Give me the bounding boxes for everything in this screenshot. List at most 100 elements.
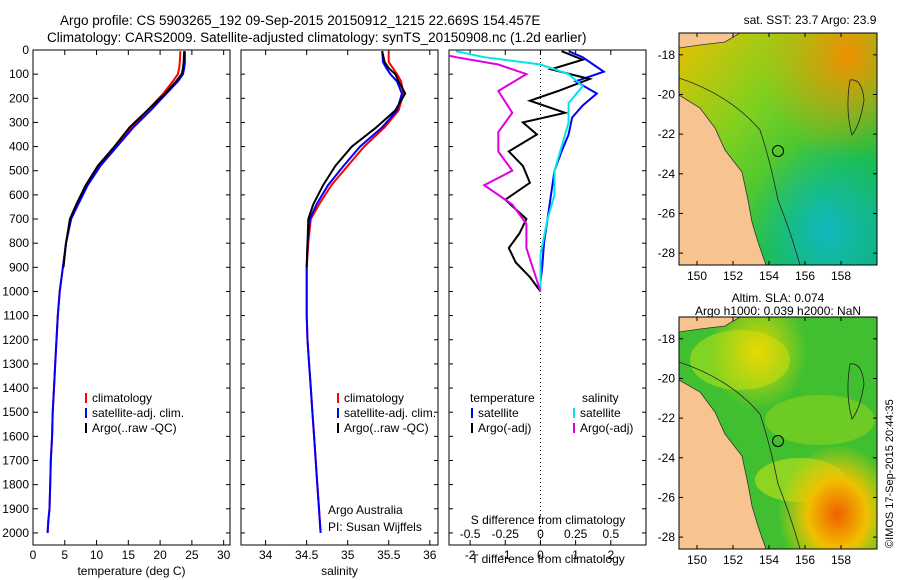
y-tick-label: 100 bbox=[9, 67, 29, 81]
x-tick-label: 2 bbox=[607, 548, 614, 562]
sla-land bbox=[679, 379, 767, 549]
map-y-tick-label: -20 bbox=[658, 87, 676, 101]
y-tick-label: 200 bbox=[9, 91, 29, 105]
x-tick-label: 1 bbox=[572, 548, 579, 562]
y-tick-label: 1000 bbox=[2, 284, 29, 298]
x-tick-label: 30 bbox=[217, 548, 231, 562]
series-group bbox=[449, 50, 607, 293]
x-tick-label: 15 bbox=[122, 548, 136, 562]
y-tick-label: 300 bbox=[9, 115, 29, 129]
sst-map-frame bbox=[678, 32, 878, 266]
x-tick-label: 0 bbox=[537, 548, 544, 562]
x-tick-label: -1 bbox=[500, 548, 511, 562]
sla-map-title-2: Argo h1000: 0.039 h2000: NaN bbox=[695, 304, 861, 318]
x-tick-label: 25 bbox=[185, 548, 199, 562]
x-tick-label: 0 bbox=[30, 548, 37, 562]
sla-map-title-1: Altim. SLA: 0.074 bbox=[732, 291, 825, 305]
sst-land bbox=[679, 94, 767, 265]
diff-top-tick-label: 0 bbox=[537, 527, 544, 541]
series-line-argo-adj- bbox=[503, 50, 594, 293]
y-tick-label: 900 bbox=[9, 260, 29, 274]
y-tick-label: 800 bbox=[9, 236, 29, 250]
x-tick-label: 35.5 bbox=[377, 548, 401, 562]
legend-label: Argo(..raw -QC) bbox=[344, 421, 429, 435]
sla-bathymetry-contour bbox=[679, 361, 801, 549]
diff-legend-temp-title: temperature bbox=[470, 391, 535, 405]
salinity-plot-frame bbox=[240, 49, 439, 546]
diff-top-tick-label: 0.25 bbox=[564, 527, 588, 541]
y-tick-label: 400 bbox=[9, 140, 29, 154]
temperature-plot-frame bbox=[32, 49, 231, 546]
map-y-tick-label: -28 bbox=[658, 246, 676, 260]
map-y-tick-label: -24 bbox=[658, 167, 676, 181]
map-y-tick-label: -24 bbox=[658, 451, 676, 465]
legend-label: satellite-adj. clim. bbox=[344, 406, 436, 420]
map-x-tick-label: 154 bbox=[759, 269, 779, 283]
sst-map bbox=[679, 33, 877, 265]
y-tick-label: 600 bbox=[9, 188, 29, 202]
map-x-tick-label: 152 bbox=[723, 269, 743, 283]
series-group bbox=[46, 51, 186, 533]
sst-argo-marker bbox=[772, 145, 784, 157]
sst-land-north bbox=[679, 33, 741, 49]
legend-label: satellite-adj. clim. bbox=[92, 406, 184, 420]
temperature-plot: 0 5 10 15 20 25 300100200300400500600700800900… bbox=[2, 43, 230, 578]
credit-line-2: PI: Susan Wijffels bbox=[328, 520, 422, 534]
legend-label: satellite bbox=[478, 406, 519, 420]
sla-map bbox=[679, 317, 877, 549]
x-tick-label: 10 bbox=[90, 548, 104, 562]
y-tick-label: 700 bbox=[9, 212, 29, 226]
y-tick-label: 1700 bbox=[2, 453, 29, 467]
map-y-tick-label: -18 bbox=[658, 332, 676, 346]
map-x-tick-label: 154 bbox=[759, 553, 779, 567]
x-tick-label: -2 bbox=[465, 548, 476, 562]
x-tick-label: 34 bbox=[259, 548, 273, 562]
series-line-argo-raw-qc- bbox=[305, 50, 407, 268]
legend-label: climatology bbox=[92, 391, 152, 405]
legend-label: Argo(-adj) bbox=[478, 421, 531, 435]
y-tick-label: 1100 bbox=[3, 309, 29, 323]
series-line-satellite bbox=[539, 50, 607, 292]
map-y-tick-label: -28 bbox=[658, 530, 676, 544]
y-tick-label: 0 bbox=[22, 43, 29, 57]
sla-map-frame bbox=[678, 316, 878, 550]
header-line-1: Argo profile: CS 5903265_192 09-Sep-2015… bbox=[60, 13, 540, 28]
sst-bathymetry-contour bbox=[679, 77, 801, 265]
x-axis-label: temperature (deg C) bbox=[77, 564, 185, 578]
map-y-tick-label: -22 bbox=[658, 127, 676, 141]
difference-plot-frame bbox=[448, 49, 647, 546]
x-tick-label: 36 bbox=[423, 548, 437, 562]
y-tick-label: 1200 bbox=[2, 333, 29, 347]
diff-top-tick-label: 0.5 bbox=[602, 527, 619, 541]
x-axis-label: salinity bbox=[321, 564, 358, 578]
difference-plot: -2 -1 0 1 2T difference from climatology S di… bbox=[449, 49, 646, 566]
sla-argo-marker bbox=[772, 435, 784, 447]
series-line-argo-raw-qc- bbox=[62, 51, 186, 268]
sla-reef-contour bbox=[847, 363, 865, 420]
legend-label: satellite bbox=[580, 406, 621, 420]
sst-map-axes: 150 152 154 156 158 -18 -20 -22 -24 -26 -28 bbox=[658, 33, 877, 283]
credit-line-1: Argo Australia bbox=[328, 503, 403, 517]
map-x-tick-label: 156 bbox=[795, 553, 815, 567]
x-tick-label: 20 bbox=[153, 548, 167, 562]
map-y-tick-label: -26 bbox=[658, 206, 676, 220]
sla-map-axes: 150 152 154 156 158 -18 -20 -22 -24 -26 -28 bbox=[658, 317, 877, 567]
map-y-tick-label: -20 bbox=[658, 371, 676, 385]
legend-label: Argo(-adj) bbox=[580, 421, 633, 435]
diff-bottom-label: T difference from climatology bbox=[471, 552, 625, 566]
series-line-argo-adj- bbox=[449, 54, 542, 292]
map-x-tick-label: 152 bbox=[723, 553, 743, 567]
map-x-tick-label: 156 bbox=[795, 269, 815, 283]
y-tick-label: 1900 bbox=[2, 502, 29, 516]
diff-legend-sal-title: salinity bbox=[582, 391, 619, 405]
sst-reef-contour bbox=[847, 79, 865, 136]
y-tick-label: 1300 bbox=[2, 357, 29, 371]
map-y-tick-label: -22 bbox=[658, 411, 676, 425]
map-x-tick-label: 150 bbox=[687, 269, 707, 283]
x-tick-label: 35 bbox=[341, 548, 355, 562]
diff-top-tick-label: -0.5 bbox=[460, 527, 481, 541]
map-x-tick-label: 158 bbox=[831, 269, 851, 283]
y-tick-label: 500 bbox=[9, 164, 29, 178]
sla-land-north bbox=[679, 317, 741, 333]
